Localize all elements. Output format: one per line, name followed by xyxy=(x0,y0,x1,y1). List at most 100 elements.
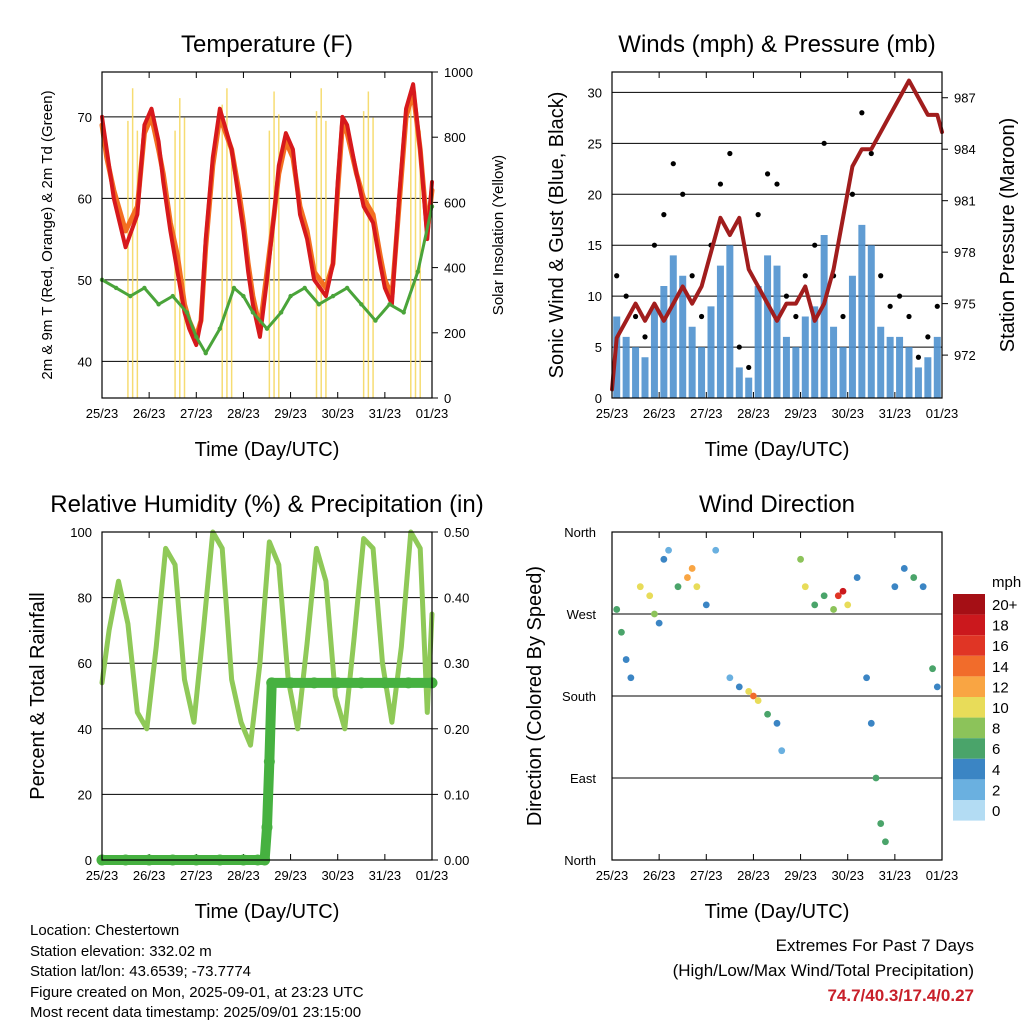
y2-tick-label: 0.50 xyxy=(444,525,469,540)
legend-label: 10 xyxy=(992,700,1009,717)
x-tick-label: 29/23 xyxy=(784,406,817,421)
legend-swatch xyxy=(953,635,985,656)
x-tick-label: 30/23 xyxy=(831,868,864,883)
x-tick-label: 27/23 xyxy=(690,406,723,421)
precip-point xyxy=(263,756,275,768)
x-tick-label: 28/23 xyxy=(737,406,770,421)
created-text: Figure created on Mon, 2025-09-01, at 23… xyxy=(30,983,364,1001)
gust-point xyxy=(906,313,912,320)
direction-point xyxy=(820,592,828,600)
precip-point xyxy=(285,677,297,689)
legend-swatch xyxy=(953,738,985,759)
direction-point xyxy=(877,820,885,827)
direction-point xyxy=(660,555,668,563)
x-tick-label: 31/23 xyxy=(879,406,912,421)
gust-point xyxy=(614,273,620,279)
direction-point xyxy=(651,610,658,618)
legend-swatch xyxy=(953,800,985,821)
elevation-text: Station elevation: 332.02 m xyxy=(30,942,212,960)
x-tick-label: 01/23 xyxy=(926,868,959,883)
direction-point xyxy=(702,601,710,609)
y2-axis-label: Station Pressure (Maroon) xyxy=(997,118,1019,353)
y2-tick-label: 400 xyxy=(444,261,466,276)
y2-tick-label: 0.20 xyxy=(444,722,469,737)
x-tick-label: 27/23 xyxy=(180,406,213,421)
legend-label: 20+ xyxy=(992,597,1018,614)
direction-point xyxy=(684,574,691,581)
gust-point xyxy=(802,273,808,279)
dewpoint-point xyxy=(250,310,256,315)
legend-label: 4 xyxy=(992,762,1000,779)
y2-tick-label: 0.30 xyxy=(444,656,469,671)
gust-point xyxy=(878,273,884,279)
panel-title: Temperature (F) xyxy=(181,31,353,58)
y-tick-label: 60 xyxy=(78,191,92,206)
dewpoint-point xyxy=(231,285,237,291)
direction-point xyxy=(665,546,672,554)
direction-point xyxy=(933,683,941,691)
precip-point xyxy=(402,677,414,689)
dewpoint-point xyxy=(316,302,322,307)
direction-point xyxy=(797,555,804,563)
y2-tick-label: 1000 xyxy=(444,65,473,80)
y-axis-label: Sonic Wind & Gust (Blue, Black) xyxy=(546,92,568,379)
y-tick-label: 70 xyxy=(78,110,92,125)
y-tick-label: 20 xyxy=(588,187,602,202)
extremes-values: 74.7/40.3/17.4/0.27 xyxy=(827,986,974,1005)
extremes-box: Extremes For Past 7 Days (High/Low/Max W… xyxy=(673,933,974,1008)
x-tick-label: 27/23 xyxy=(690,868,723,883)
gust-point xyxy=(849,191,856,197)
x-tick-label: 26/23 xyxy=(133,406,166,421)
y-axis-label: 2m & 9m T (Red, Orange) & 2m Td (Green) xyxy=(39,90,56,379)
x-tick-label: 01/23 xyxy=(416,868,449,883)
direction-point xyxy=(839,587,847,595)
y2-tick-label: 987 xyxy=(954,91,976,106)
y-axis-label: Percent & Total Rainfall xyxy=(27,592,49,800)
gust-point xyxy=(736,344,742,350)
legend-label: 16 xyxy=(992,638,1009,655)
dewpoint-point xyxy=(241,293,246,299)
x-tick-label: 30/23 xyxy=(321,406,354,421)
gust-point xyxy=(812,242,818,248)
legend-label: 12 xyxy=(992,679,1009,696)
location-text: Location: Chestertown xyxy=(30,922,180,939)
y-tick-label: South xyxy=(562,689,596,704)
direction-point xyxy=(773,719,781,727)
gust-point xyxy=(821,140,827,146)
gust-point xyxy=(925,334,931,340)
direction-point xyxy=(811,601,819,609)
direction-point xyxy=(764,710,771,718)
direction-point xyxy=(627,674,635,682)
legend-title: mph xyxy=(992,574,1021,591)
gust-point xyxy=(698,313,705,320)
direction-point xyxy=(882,838,889,846)
direction-point xyxy=(674,583,682,591)
dewpoint-point xyxy=(194,334,199,340)
y2-tick-label: 0.00 xyxy=(444,853,469,868)
legend-swatch xyxy=(953,655,985,677)
dewpoint-point xyxy=(156,302,161,307)
gust-point xyxy=(764,171,771,177)
y-tick-label: 30 xyxy=(588,85,602,100)
y2-tick-label: 600 xyxy=(444,195,466,210)
direction-point xyxy=(801,583,809,591)
x-tick-label: 25/23 xyxy=(86,406,119,421)
y-axis-label: Direction (Colored By Speed) xyxy=(524,566,546,826)
legend-label: 14 xyxy=(992,659,1009,676)
panel-2: Winds (mph) & Pressure (mb) Time (Day/UTC… xyxy=(546,31,1019,461)
dewpoint-point xyxy=(344,285,350,291)
gust-point xyxy=(689,273,695,279)
y-tick-label: 40 xyxy=(78,354,92,369)
precip-point xyxy=(308,677,320,689)
dewpoint-point xyxy=(330,293,336,299)
panel-title: Winds (mph) & Pressure (mb) xyxy=(618,31,935,58)
gust-point xyxy=(755,212,761,218)
direction-point xyxy=(693,583,701,591)
direction-point xyxy=(688,565,696,572)
gust-point xyxy=(642,334,648,340)
temp9m-series xyxy=(99,89,435,340)
y-tick-label: East xyxy=(570,771,596,786)
x-tick-label: 31/23 xyxy=(879,868,912,883)
y-tick-label: 25 xyxy=(588,136,602,151)
